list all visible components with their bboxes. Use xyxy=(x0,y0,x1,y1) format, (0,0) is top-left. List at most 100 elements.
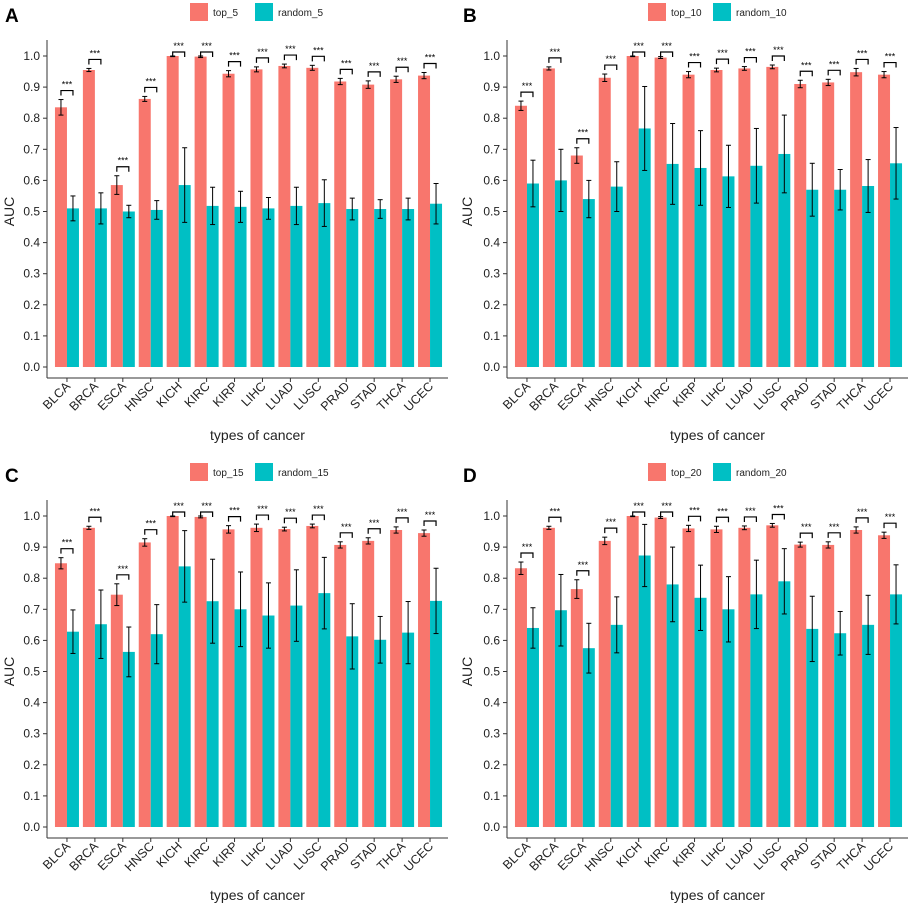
significance-bracket-kirp xyxy=(227,516,242,522)
x-tick-label-ucec: UCEC xyxy=(401,839,436,874)
bar-top-kirp xyxy=(682,74,695,367)
significance-bracket-ucec xyxy=(883,522,897,529)
significance-stars-prad: *** xyxy=(341,522,352,532)
significance-bracket-hnsc xyxy=(604,527,618,534)
significance-stars-prad: *** xyxy=(801,522,812,532)
x-tick-label-stad: STAD xyxy=(807,379,840,412)
bar-random-thca xyxy=(402,632,415,827)
bar-top-hnsc xyxy=(138,542,151,827)
x-tick-label-thca: THCA xyxy=(834,379,868,413)
significance-bracket-kich xyxy=(632,511,646,517)
significance-bracket-kirc xyxy=(200,51,214,57)
bar-top-esca xyxy=(570,589,583,827)
significance-bracket-kirc xyxy=(660,51,674,57)
bar-random-ucec xyxy=(430,600,443,827)
x-tick-label-thca: THCA xyxy=(374,379,408,413)
x-tick-label-prad: PRAD xyxy=(318,839,352,873)
significance-bracket-luad xyxy=(743,516,757,522)
y-tick-label: 0.5 xyxy=(483,205,500,219)
legend-label-random: random_5 xyxy=(278,8,323,19)
significance-stars-kirc: *** xyxy=(661,501,672,511)
significance-bracket-kirp xyxy=(687,515,702,522)
significance-bracket-esca xyxy=(116,574,130,580)
x-tick-label-lusc: LUSC xyxy=(291,379,324,412)
x-tick-label-stad: STAD xyxy=(807,839,840,872)
y-tick-label: 0.2 xyxy=(23,298,40,312)
bar-top-thca xyxy=(390,79,403,367)
x-tick-label-brca: BRCA xyxy=(527,839,562,874)
significance-bracket-prad xyxy=(799,70,813,77)
significance-bracket-esca xyxy=(116,166,130,172)
bar-random-lihc xyxy=(262,615,275,827)
significance-stars-esca: *** xyxy=(118,564,129,574)
bar-random-esca xyxy=(582,199,595,367)
bar-top-luad xyxy=(738,68,751,367)
significance-bracket-ucec xyxy=(423,520,437,526)
significance-stars-stad: *** xyxy=(829,522,840,532)
bar-top-kirc xyxy=(654,57,667,368)
bar-top-kirp xyxy=(682,528,695,827)
y-axis-title: AUC xyxy=(1,657,17,687)
x-tick-label-luad: LUAD xyxy=(263,839,296,872)
legend-label-random: random_10 xyxy=(736,8,787,19)
bar-random-blca xyxy=(66,208,79,367)
significance-stars-blca: *** xyxy=(62,80,73,90)
bar-top-kich xyxy=(626,516,639,827)
bar-random-blca xyxy=(66,631,79,827)
bar-top-lihc xyxy=(250,527,263,827)
bar-top-thca xyxy=(850,529,863,827)
significance-bracket-stad xyxy=(367,528,381,534)
legend-swatch-random xyxy=(255,3,273,21)
bar-top-prad xyxy=(794,83,807,368)
y-tick-label: 0.5 xyxy=(23,665,40,679)
x-axis-title: types of cancer xyxy=(670,427,765,443)
x-tick-label-kirc: KIRC xyxy=(642,379,673,410)
bar-random-kirc xyxy=(666,584,679,827)
bar-random-luad xyxy=(290,205,303,367)
bar-random-kich xyxy=(638,555,651,827)
bar-top-luad xyxy=(278,529,291,827)
bar-random-brca xyxy=(554,180,567,367)
bar-top-blca xyxy=(54,563,67,827)
bar-random-prad xyxy=(806,628,819,827)
significance-stars-kich: *** xyxy=(633,501,644,511)
bar-random-kich xyxy=(178,185,191,367)
y-tick-label: 0.4 xyxy=(483,696,500,710)
x-tick-label-kich: KICH xyxy=(154,379,185,410)
bar-top-lihc xyxy=(710,69,723,368)
bar-top-esca xyxy=(570,155,583,367)
significance-stars-ucec: *** xyxy=(425,510,436,520)
bar-random-blca xyxy=(526,627,539,827)
bar-random-kirc xyxy=(206,601,219,827)
legend-label-random: random_15 xyxy=(278,468,329,479)
significance-stars-thca: *** xyxy=(857,507,868,517)
y-tick-label: 0.5 xyxy=(23,205,40,219)
y-tick-label: 0.8 xyxy=(483,571,500,585)
bar-random-brca xyxy=(94,624,107,827)
significance-stars-kirc: *** xyxy=(201,501,212,511)
x-tick-label-ucec: UCEC xyxy=(401,379,436,414)
y-tick-label: 0.0 xyxy=(483,360,500,374)
significance-stars-prad: *** xyxy=(341,58,352,68)
x-tick-label-prad: PRAD xyxy=(318,379,352,413)
bar-top-ucec xyxy=(418,533,431,827)
significance-bracket-lihc xyxy=(255,57,270,63)
significance-stars-hnsc: *** xyxy=(605,54,616,64)
significance-bracket-ucec xyxy=(883,61,897,68)
bar-top-hnsc xyxy=(598,540,611,827)
x-tick-label-blca: BLCA xyxy=(500,839,533,872)
significance-stars-blca: *** xyxy=(522,542,533,552)
significance-stars-brca: *** xyxy=(550,506,561,516)
significance-bracket-kich xyxy=(632,51,646,57)
bar-random-lihc xyxy=(262,208,275,367)
x-tick-label-stad: STAD xyxy=(347,379,380,412)
bar-random-lusc xyxy=(318,203,331,367)
significance-stars-luad: *** xyxy=(745,506,756,516)
significance-bracket-blca xyxy=(520,552,534,559)
legend-swatch-random xyxy=(713,463,731,481)
significance-bracket-lusc xyxy=(311,514,325,521)
significance-stars-kich: *** xyxy=(173,41,184,51)
significance-bracket-stad xyxy=(827,532,841,538)
bar-random-thca xyxy=(402,209,415,367)
